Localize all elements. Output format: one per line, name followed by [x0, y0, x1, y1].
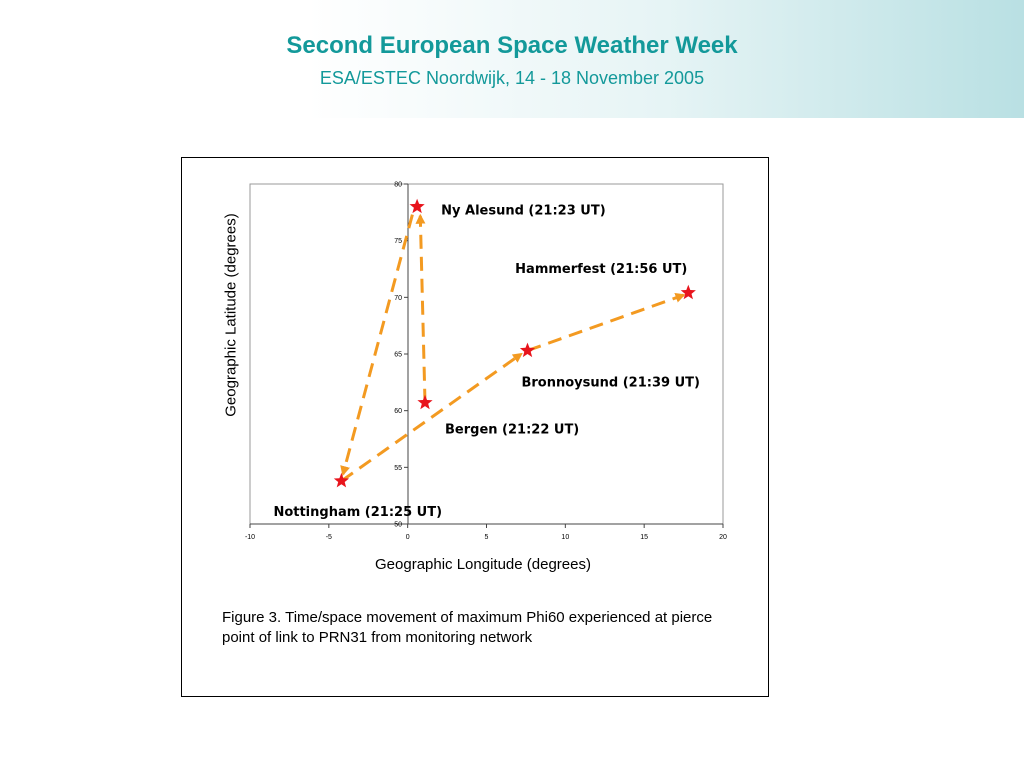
- page-subtitle: ESA/ESTEC Noordwijk, 14 - 18 November 20…: [319, 68, 705, 88]
- y-tick-label: 75: [394, 238, 402, 245]
- x-axis-label: Geographic Longitude (degrees): [375, 556, 591, 573]
- x-tick-label: -5: [326, 534, 332, 541]
- point-label: Hammerfest (21:56 UT): [515, 262, 687, 277]
- x-tick-label: 5: [485, 534, 489, 541]
- y-tick-label: 60: [394, 408, 402, 415]
- y-tick-label: 55: [394, 465, 402, 472]
- y-tick-label: 65: [394, 352, 402, 359]
- header-banner: Second European Space Weather Week ESA/E…: [0, 0, 1024, 118]
- y-tick-label: 50: [394, 522, 402, 529]
- trajectory-arrow: [415, 213, 427, 403]
- star-marker: [333, 472, 350, 488]
- y-tick-label: 80: [394, 182, 402, 189]
- point-label: Bergen (21:22 UT): [445, 423, 579, 438]
- trajectory-arrow: [340, 214, 414, 477]
- star-marker: [680, 284, 696, 300]
- point-label: Bronnoysund (21:39 UT): [521, 376, 699, 391]
- trajectory-arrow: [340, 352, 523, 483]
- y-axis-label: Geographic Latitude (degrees): [222, 213, 240, 417]
- x-tick-label: 0: [406, 534, 410, 541]
- star-marker: [409, 198, 425, 214]
- x-tick-label: 20: [719, 534, 727, 541]
- star-marker: [417, 394, 433, 410]
- trajectory-arrow: [526, 293, 686, 353]
- plot-area: -10 -5 0 5 10 15 20 50 55 60 65 70 75 80 Ny Alesund (2…: [245, 182, 727, 542]
- figure-caption: Figure 3. Time/space movement of maximum…: [222, 609, 713, 646]
- page-title: Second European Space Weather Week: [286, 32, 738, 59]
- point-label: Nottingham (21:25 UT): [273, 505, 442, 520]
- figure-frame: [181, 157, 769, 697]
- x-tick-label: 10: [561, 534, 569, 541]
- x-tick-label: -10: [245, 534, 255, 541]
- y-tick-label: 70: [394, 295, 402, 302]
- x-tick-label: 15: [640, 534, 648, 541]
- plot-border: [249, 183, 724, 525]
- point-label: Ny Alesund (21:23 UT): [441, 204, 606, 219]
- star-marker: [519, 342, 536, 358]
